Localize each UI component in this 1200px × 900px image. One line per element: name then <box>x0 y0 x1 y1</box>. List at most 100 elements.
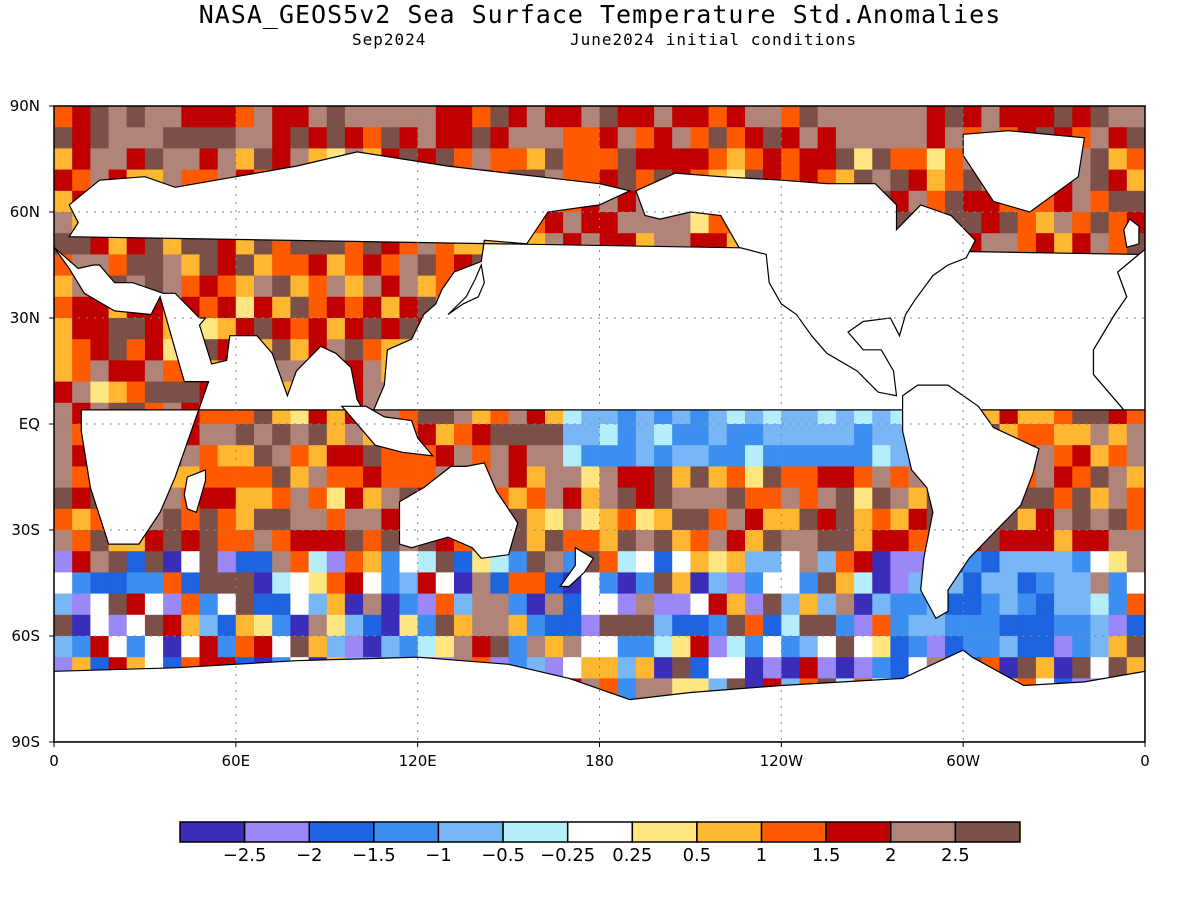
ocean-cell <box>599 551 619 573</box>
ocean-cell <box>1090 190 1110 213</box>
ocean-cell <box>908 636 928 658</box>
ocean-cell <box>763 572 782 595</box>
ocean-cell <box>581 106 601 128</box>
ocean-cell <box>72 381 91 404</box>
ocean-cell <box>254 275 273 298</box>
ocean-cell <box>563 466 582 489</box>
ocean-cell <box>435 254 455 277</box>
ocean-cell <box>635 657 655 679</box>
ocean-cell <box>672 466 691 489</box>
ocean-cell <box>90 233 110 255</box>
ocean-cell <box>872 106 892 128</box>
ocean-cell <box>1035 551 1055 573</box>
ocean-cell <box>799 424 819 446</box>
ocean-cell <box>217 254 237 277</box>
ocean-cell <box>254 551 273 573</box>
ocean-cell <box>835 127 855 149</box>
ocean-cell <box>817 614 837 637</box>
ocean-cell <box>617 212 637 234</box>
ocean-cell <box>254 127 273 149</box>
ocean-cell <box>617 169 637 192</box>
ocean-cell <box>854 106 873 128</box>
ocean-cell <box>1108 466 1128 489</box>
ocean-cell <box>526 466 546 489</box>
ocean-cell <box>563 424 582 446</box>
ocean-cell <box>363 339 382 361</box>
ocean-cell <box>381 614 401 637</box>
ocean-cell <box>708 614 728 637</box>
ocean-cell <box>108 318 128 340</box>
ocean-cell <box>799 508 819 531</box>
ocean-cell <box>90 148 110 171</box>
ocean-cell <box>199 508 219 531</box>
ocean-cell <box>708 551 728 573</box>
ocean-cell <box>545 212 564 234</box>
ocean-cell <box>690 212 710 234</box>
ocean-cell <box>599 657 619 679</box>
ocean-cell <box>726 572 746 595</box>
ocean-cell <box>817 445 837 467</box>
ocean-cell <box>526 636 546 658</box>
ocean-cell <box>1072 190 1092 213</box>
lon-tick-label: 120W <box>760 752 804 770</box>
ocean-cell <box>1072 445 1092 467</box>
ocean-cell <box>635 614 655 637</box>
ocean-cell <box>108 339 128 361</box>
ocean-cell <box>272 339 291 361</box>
ocean-cell <box>235 296 255 319</box>
ocean-cell <box>90 593 110 616</box>
ocean-cell <box>1090 466 1110 489</box>
ocean-cell <box>745 657 764 679</box>
ocean-cell <box>363 487 382 510</box>
ocean-cell <box>708 127 728 149</box>
ocean-cell <box>399 127 419 149</box>
colorbar-tick-label: −2.5 <box>222 845 267 866</box>
ocean-cell <box>817 487 837 510</box>
ocean-cell <box>781 508 801 531</box>
ocean-cell <box>72 636 91 658</box>
ocean-cell <box>672 614 691 637</box>
ocean-cell <box>254 508 273 531</box>
ocean-cell <box>799 148 819 171</box>
ocean-cell <box>199 127 219 149</box>
ocean-cell <box>108 148 128 171</box>
ocean-cell <box>108 636 128 658</box>
ocean-cell <box>1054 212 1073 234</box>
ocean-cell <box>235 466 255 489</box>
ocean-cell <box>54 593 73 616</box>
ocean-cell <box>417 614 437 637</box>
ocean-cell <box>1090 530 1110 552</box>
ocean-cell <box>526 551 546 573</box>
ocean-cell <box>490 572 510 595</box>
ocean-cell <box>399 572 419 595</box>
ocean-cell <box>181 551 201 573</box>
ocean-cell <box>54 445 73 467</box>
ocean-cell <box>726 614 746 637</box>
ocean-cell <box>290 318 310 340</box>
ocean-cell <box>854 424 873 446</box>
ocean-cell <box>1108 106 1128 128</box>
ocean-cell <box>54 106 73 128</box>
lon-tick-label: 180 <box>585 752 614 770</box>
ocean-cell <box>272 487 291 510</box>
ocean-cell <box>890 106 910 128</box>
ocean-cell <box>417 593 437 616</box>
ocean-cell <box>745 445 764 467</box>
land-australia <box>398 462 519 559</box>
ocean-cell <box>344 106 364 128</box>
colorbar-swatch <box>373 821 440 843</box>
ocean-cell <box>399 106 419 128</box>
ocean-cell <box>72 169 91 192</box>
ocean-cell <box>363 127 382 149</box>
ocean-cell <box>199 572 219 595</box>
ocean-cell <box>217 636 237 658</box>
ocean-cell <box>672 530 691 552</box>
ocean-cell <box>872 445 892 467</box>
ocean-cell <box>254 593 273 616</box>
ocean-cell <box>308 551 328 573</box>
ocean-cell <box>1054 551 1073 573</box>
ocean-cell <box>835 466 855 489</box>
ocean-cell <box>563 487 582 510</box>
ocean-cell <box>654 106 673 128</box>
ocean-cell <box>854 551 873 573</box>
